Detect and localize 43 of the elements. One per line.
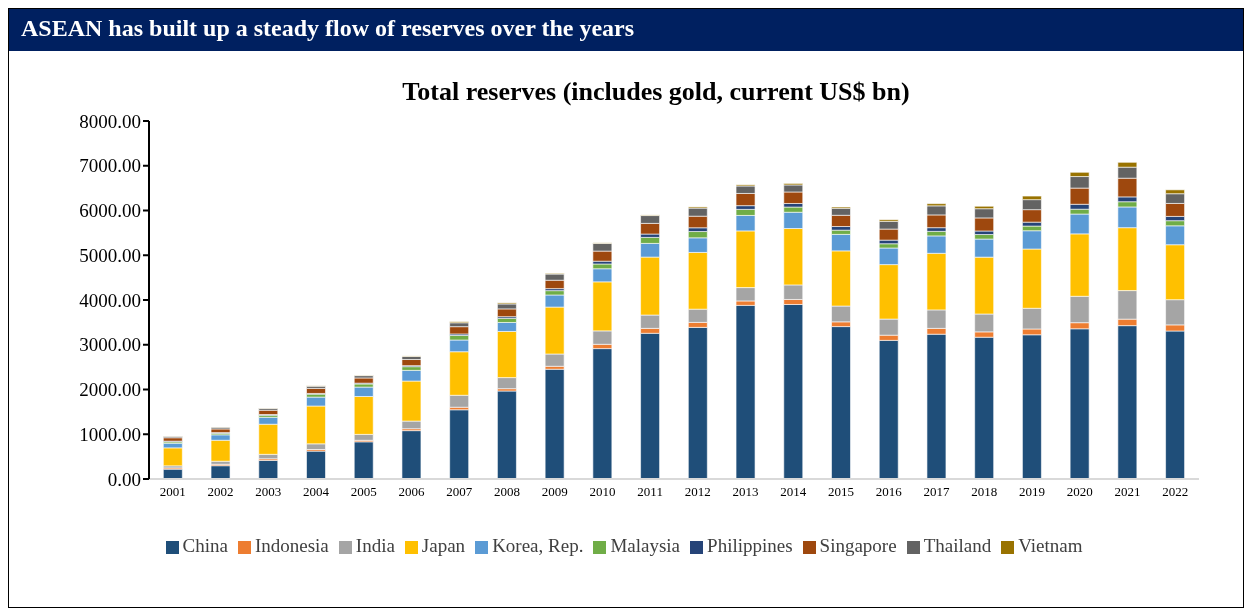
y-tick-label: 7000.00: [79, 155, 141, 177]
x-tick-label: 2016: [875, 484, 903, 500]
y-tick-label: 6000.00: [79, 200, 141, 222]
x-tick-label: 2011: [637, 484, 663, 500]
y-tick-label: 3000.00: [79, 334, 141, 356]
y-tick-label: 4000.00: [79, 289, 141, 311]
legend-label: India: [355, 535, 395, 556]
legend-label: Malaysia: [610, 535, 681, 556]
x-tick-label: 2013: [732, 484, 759, 500]
x-tick-label: 2006: [398, 484, 425, 500]
x-tick-label: 2012: [684, 484, 711, 500]
chart-title: Total reserves (includes gold, current US$ bn): [401, 77, 911, 107]
x-tick-label: 2019: [1018, 484, 1045, 500]
legend-label: Vietnam: [1018, 535, 1083, 556]
x-tick-label: 2014: [780, 484, 807, 500]
x-tick-label: 2009: [541, 484, 568, 500]
x-tick-label: 2022: [1162, 484, 1189, 500]
legend-label: Philippines: [707, 535, 793, 556]
x-tick-label: 2018: [971, 484, 998, 500]
legend-label: Indonesia: [254, 535, 329, 556]
legend-label: Korea, Rep.: [492, 535, 584, 556]
legend-label: China: [182, 535, 228, 556]
x-tick-label: 2002: [207, 484, 234, 500]
x-tick-label: 2007: [446, 484, 473, 500]
x-tick-label: 2010: [589, 484, 616, 500]
x-tick-label: 2003: [255, 484, 282, 500]
x-tick-label: 2017: [923, 484, 950, 500]
legend-label: Japan: [421, 535, 466, 556]
x-tick-label: 2004: [303, 484, 330, 500]
y-tick-label: 0.00: [107, 468, 141, 490]
x-tick-label: 2001: [159, 484, 186, 500]
legend-label: Singapore: [819, 535, 897, 556]
x-tick-label: 2008: [493, 484, 520, 500]
y-tick-label: 5000.00: [79, 244, 141, 266]
x-tick-label: 2005: [350, 484, 377, 500]
x-tick-label: 2021: [1114, 484, 1141, 500]
y-tick-label: 1000.00: [79, 423, 141, 445]
x-tick-label: 2020: [1066, 484, 1093, 500]
y-tick-label: 2000.00: [79, 379, 141, 401]
y-tick-label: 8000.00: [79, 110, 141, 132]
chart-subtitle: ASEAN has built up a steady flow of reserves over the years: [9, 9, 1243, 51]
legend-label: Thailand: [923, 535, 992, 556]
x-tick-label: 2015: [828, 484, 855, 500]
